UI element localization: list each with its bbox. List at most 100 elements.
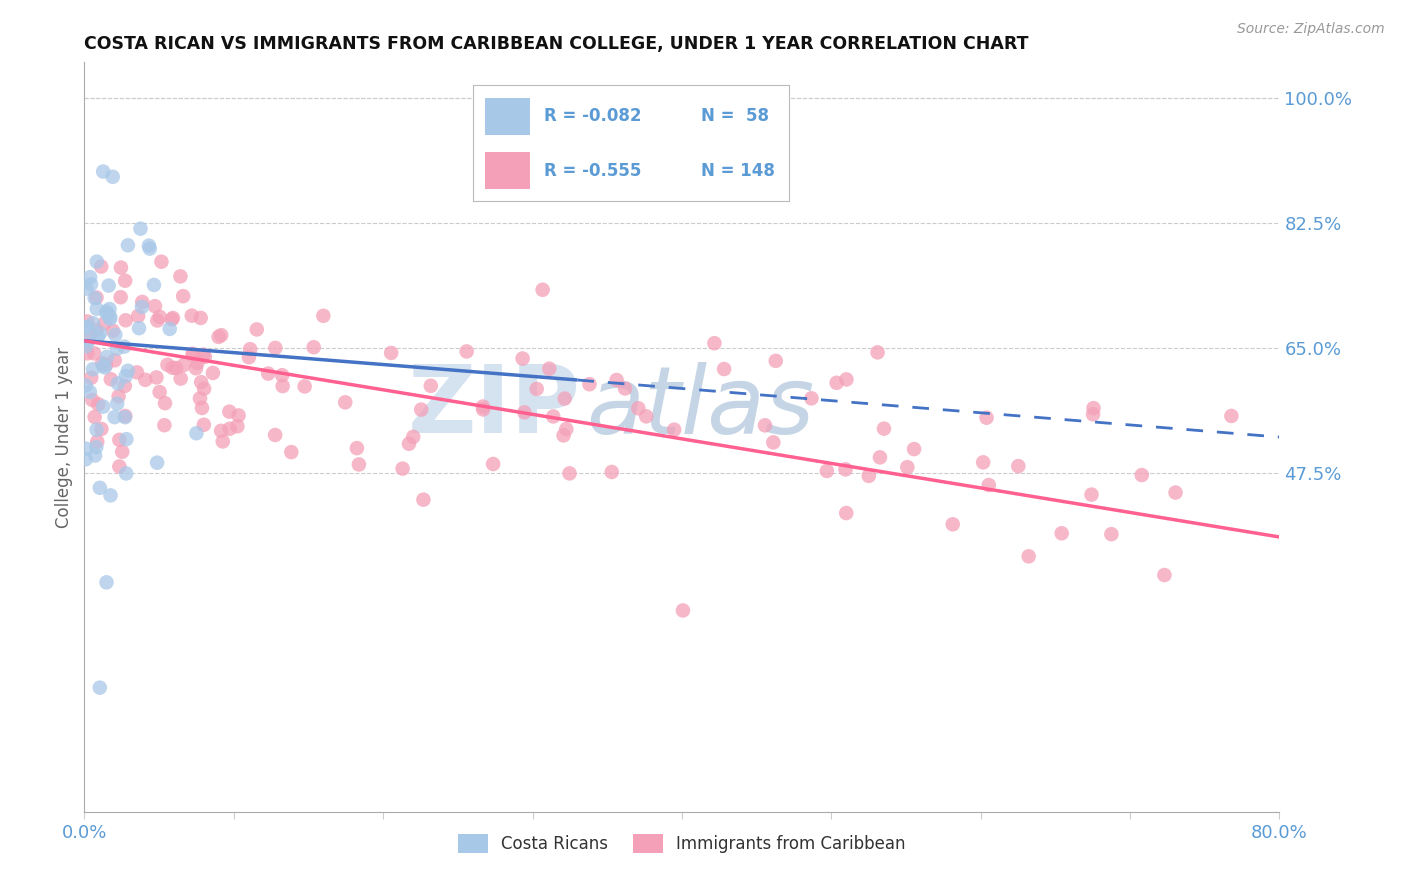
Point [75,339,97,353]
Point [97,278,120,293]
Point [1081,407,1104,421]
Point [835,372,858,386]
Point [172,289,194,303]
Point [280,445,302,459]
Legend: Costa Ricans, Immigrants from Caribbean: Costa Ricans, Immigrants from Caribbean [451,827,912,860]
Point [531,283,554,297]
Point [184,361,207,376]
Point [207,330,229,344]
Point [246,322,269,336]
Point [873,422,896,436]
Point [165,361,187,376]
Point [150,254,173,268]
Point [83,291,105,305]
Point [412,492,434,507]
Point [75,452,97,467]
Point [129,221,152,235]
Point [162,311,184,326]
Point [398,436,420,450]
Point [411,402,433,417]
Point [193,348,215,362]
Point [114,369,136,384]
Point [94,360,117,375]
Point [79,384,101,399]
Point [190,310,212,325]
Point [191,401,214,415]
Point [111,444,134,458]
Point [554,392,576,406]
Point [762,435,785,450]
Point [96,304,118,318]
Point [75,282,97,296]
Point [86,301,108,316]
Point [107,376,129,391]
Point [86,323,108,337]
Point [84,440,107,454]
Point [606,373,628,387]
Point [114,379,136,393]
Point [193,417,215,432]
Point [553,428,575,442]
Point [86,434,108,449]
Point [79,270,101,285]
Point [104,353,127,368]
Point [391,461,413,475]
Point [125,365,148,379]
Point [271,368,294,383]
Point [82,392,104,407]
Point [526,382,548,396]
Point [112,340,135,354]
Point [80,277,103,292]
Point [91,359,114,373]
Point [105,397,128,411]
Point [115,467,138,481]
Point [226,419,249,434]
Point [89,326,111,341]
Point [146,456,169,470]
Point [117,238,139,252]
Point [114,409,136,423]
Point [84,449,107,463]
Point [1099,527,1122,541]
Point [1007,459,1029,474]
Point [238,351,260,365]
Point [96,350,118,364]
Point [1083,401,1105,416]
Point [512,351,534,366]
Y-axis label: College, Under 1 year: College, Under 1 year [55,346,73,528]
Point [835,506,858,520]
Point [160,312,183,326]
Point [209,328,232,343]
Point [228,409,250,423]
Point [754,418,776,433]
Point [91,356,114,370]
Point [131,300,153,314]
Point [555,422,578,436]
Text: atlas: atlas [586,361,814,452]
Point [662,423,685,437]
Point [143,277,166,292]
Point [115,432,138,446]
Point [114,313,136,327]
Point [1018,549,1040,564]
Point [186,356,208,370]
Point [96,307,118,321]
Point [765,354,787,368]
Point [114,410,136,425]
Point [1153,568,1175,582]
Point [181,348,204,362]
Point [101,169,124,184]
Point [472,402,495,417]
Point [239,342,262,356]
Point [193,382,215,396]
Point [294,379,316,393]
Point [703,336,725,351]
Point [271,379,294,393]
Point [672,603,695,617]
Point [131,295,153,310]
Point [456,344,478,359]
Point [75,320,97,334]
Point [96,575,118,590]
Point [145,370,167,384]
Point [79,332,101,346]
